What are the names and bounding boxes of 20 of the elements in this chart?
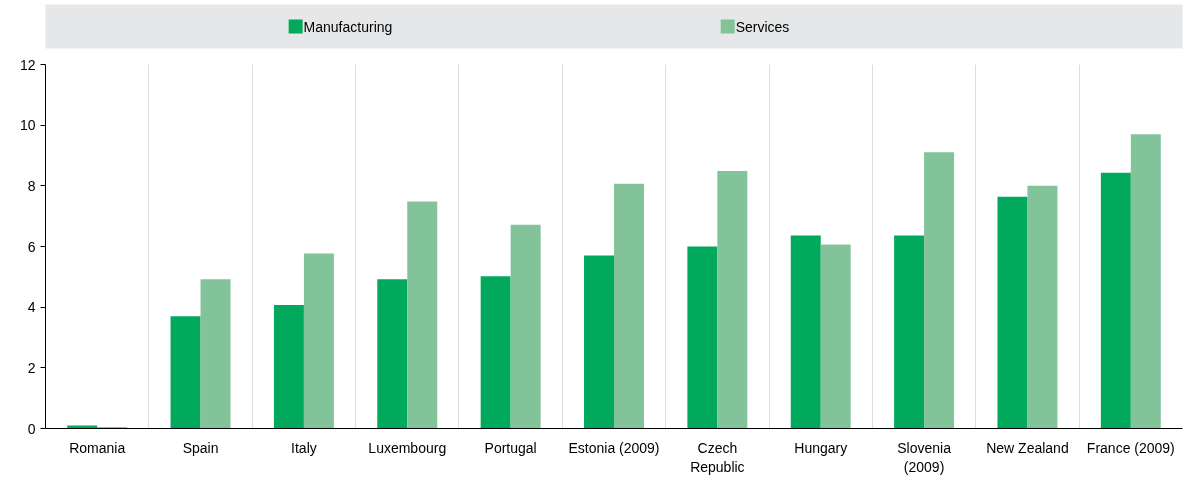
y-tick-label: 10 bbox=[19, 117, 36, 134]
x-tick-label: France (2009) bbox=[1086, 439, 1175, 456]
x-tick-label: Luxembourg bbox=[368, 439, 447, 456]
y-tick-label: 0 bbox=[27, 420, 36, 437]
x-tick-label: Italy bbox=[291, 439, 317, 456]
x-tick-label: Slovenia (2009) bbox=[897, 439, 952, 475]
x-tick-label: Hungary bbox=[794, 439, 848, 456]
y-tick-label: 8 bbox=[27, 177, 36, 194]
y-tick-label: 6 bbox=[27, 238, 36, 255]
x-tick-label: Spain bbox=[182, 439, 219, 456]
x-tick-label: Estonia (2009) bbox=[568, 439, 660, 456]
x-tick-label: Romania bbox=[69, 439, 126, 456]
y-tick-label: 2 bbox=[27, 359, 36, 376]
legend-label: Manufacturing bbox=[303, 18, 393, 35]
x-tick-label: Czech Republic bbox=[690, 439, 745, 475]
legend-label: Services bbox=[735, 18, 790, 35]
x-tick-label: Portugal bbox=[484, 439, 537, 456]
y-tick-label: 12 bbox=[19, 56, 36, 73]
x-tick-label: New Zealand bbox=[986, 439, 1069, 456]
y-tick-label: 4 bbox=[27, 299, 36, 316]
